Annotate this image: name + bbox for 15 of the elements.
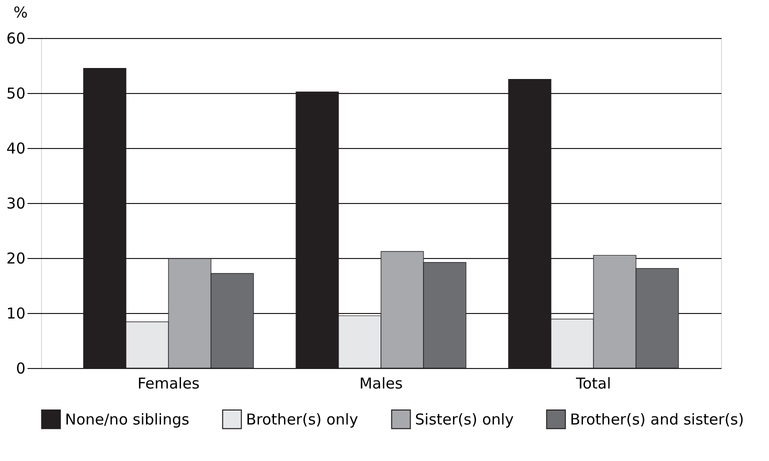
x-tick-label: Females <box>137 374 200 392</box>
y-tick-label: 40 <box>6 140 26 158</box>
y-tick-label: 30 <box>6 194 26 212</box>
y-axis-title: % <box>14 4 28 22</box>
legend-label: Brother(s) and sister(s) <box>570 410 744 428</box>
y-tick-label: 20 <box>6 250 26 268</box>
legend-label: Sister(s) only <box>415 410 514 428</box>
legend-label: None/no siblings <box>65 410 190 428</box>
y-tick-label: 0 <box>16 360 26 378</box>
y-tick-label: 60 <box>6 30 26 48</box>
y-tick-label: 10 <box>6 304 26 322</box>
legend-label: Brother(s) only <box>246 410 358 428</box>
y-tick-label: 50 <box>6 84 26 102</box>
x-tick-label: Males <box>359 374 403 392</box>
x-tick-label: Total <box>574 374 612 392</box>
